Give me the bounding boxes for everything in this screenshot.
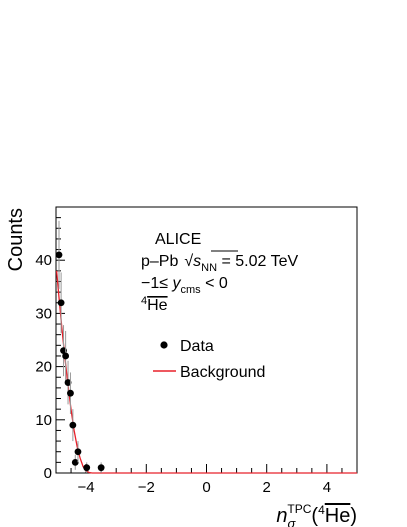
data-marker [69, 421, 77, 429]
data-series [55, 220, 105, 473]
x-tick-label: 2 [263, 479, 271, 496]
data-marker [55, 251, 63, 259]
data-point [71, 454, 79, 470]
x-tick-label: −4 [78, 479, 95, 496]
experiment-label: ALICE [155, 231, 201, 248]
rapidity-label: −1≤ ycms < 0 [141, 275, 228, 296]
data-marker [97, 464, 105, 472]
data-marker [67, 389, 74, 397]
data-marker [62, 352, 70, 360]
data-point [64, 360, 72, 405]
data-point [57, 272, 65, 334]
background-curve [55, 270, 357, 474]
background-fit [55, 270, 357, 474]
data-point [97, 462, 105, 473]
x-tick-label: −2 [138, 479, 155, 496]
collision-system-label: p–Pb √sNN = 5.02 TeV [141, 253, 298, 274]
data-point [69, 409, 77, 442]
legend-background-label: Background [180, 364, 265, 381]
data-marker [57, 299, 65, 307]
data-point [74, 441, 82, 463]
data-marker [74, 448, 82, 456]
data-point [62, 330, 70, 381]
x-axis: −4 −2 0 2 4 [55, 464, 358, 496]
y-axis-label: Counts [5, 208, 27, 271]
y-tick-label: 20 [35, 359, 52, 376]
legend-data-label: Data [180, 338, 214, 355]
y-axis: 0 10 20 30 40 [35, 206, 65, 482]
data-marker [64, 379, 72, 386]
x-axis-label: nσTPC(4He) [276, 502, 357, 527]
data-point [83, 462, 91, 473]
y-tick-label: 30 [35, 305, 52, 322]
legend: Data Background [153, 338, 265, 381]
data-point [55, 220, 63, 289]
legend-data-marker [160, 341, 168, 349]
x-tick-label: 0 [202, 479, 210, 496]
y-tick-label: 0 [44, 465, 52, 482]
x-tick-label: 4 [323, 479, 331, 496]
y-tick-label: 10 [35, 412, 52, 429]
y-tick-label: 40 [35, 252, 52, 269]
data-point [67, 372, 74, 414]
species-label: 4He [141, 295, 168, 314]
data-marker [83, 464, 91, 472]
data-marker [71, 458, 79, 466]
